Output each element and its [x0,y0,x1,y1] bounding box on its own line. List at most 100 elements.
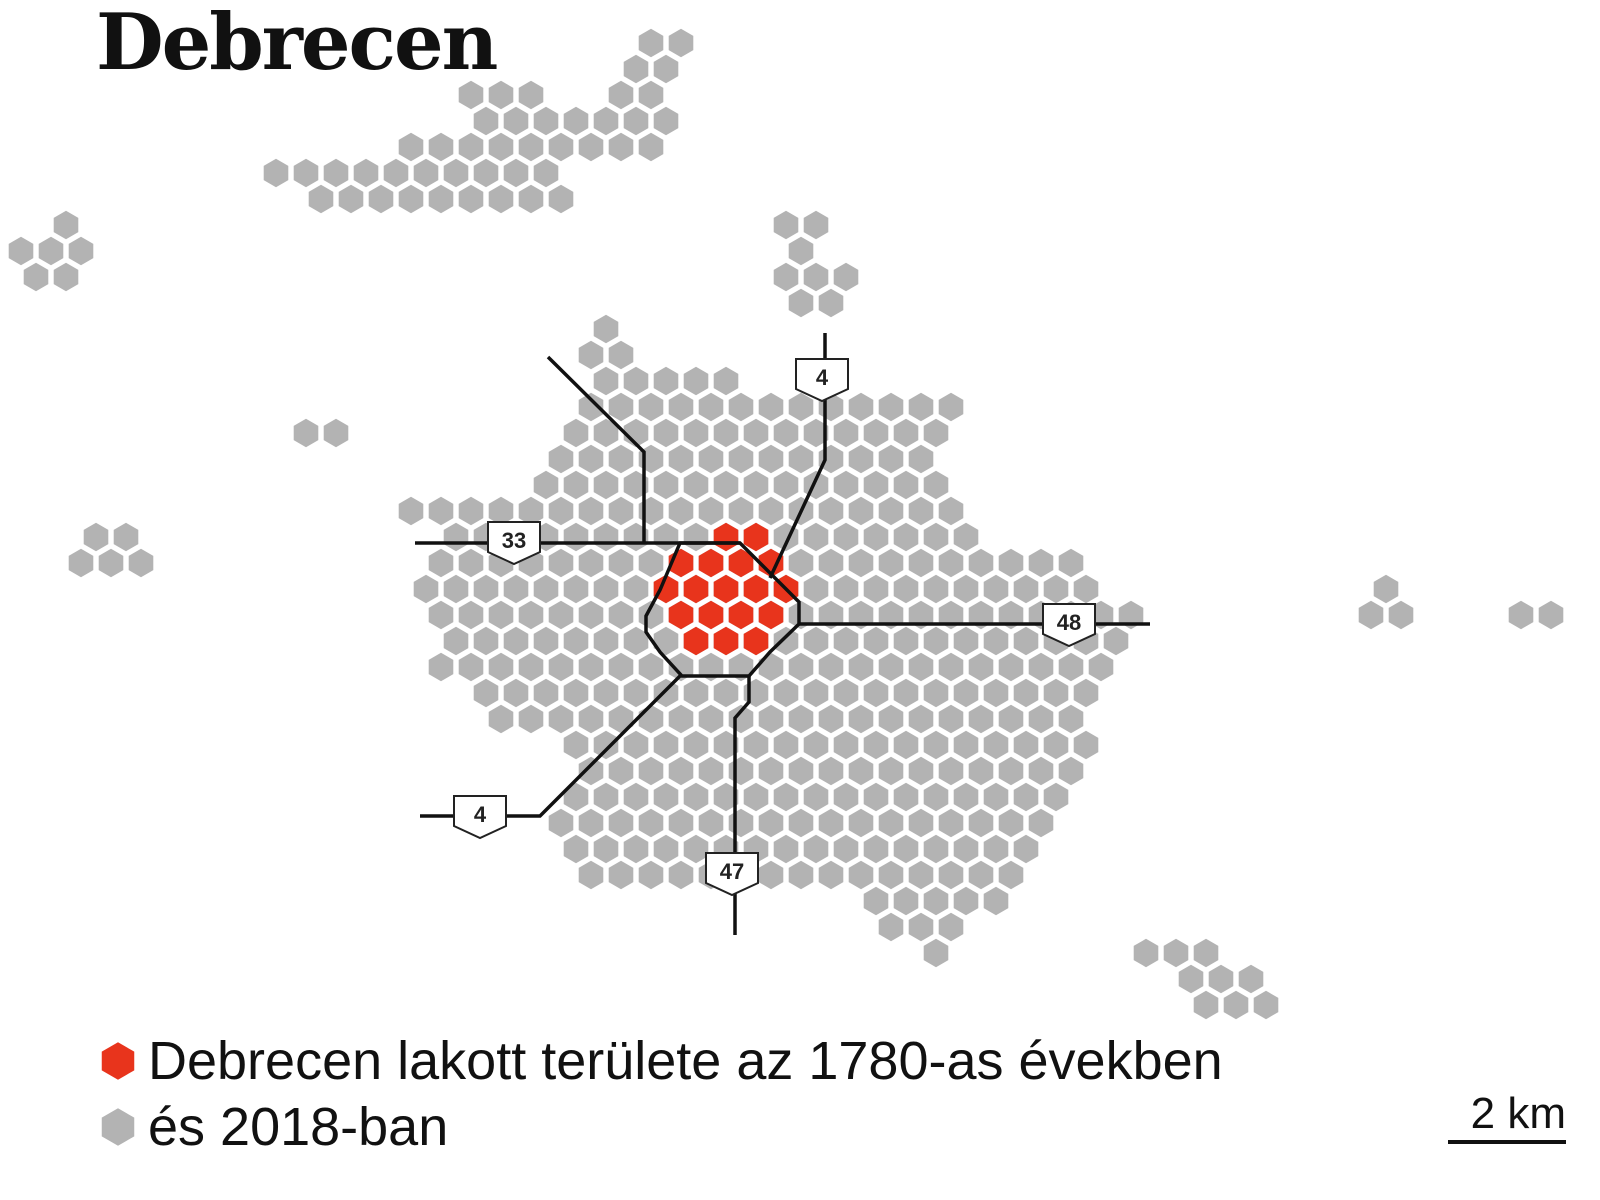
settlement-hex-2018 [968,652,994,682]
settlement-hex-2018 [1043,678,1069,708]
settlement-hex-2018 [353,158,379,188]
road-label: 4 [816,365,829,390]
settlement-hex-2018 [698,496,724,526]
road-47 [733,676,751,935]
settlement-hex-2018 [638,652,664,682]
settlement-hex-2018 [968,756,994,786]
settlement-hex-2018 [593,418,619,448]
settlement-hex-2018 [458,652,484,682]
settlement-hex-2018 [893,418,919,448]
settlement-hex-2018 [518,80,544,110]
settlement-hex-2018 [713,418,739,448]
settlement-hex-2018 [923,522,949,552]
settlement-hex-2018 [953,834,979,864]
settlement-hex-2018 [488,496,514,526]
settlement-hex-2018 [68,236,94,266]
settlement-hex-2018 [458,496,484,526]
settlement-hex-2018 [848,548,874,578]
settlement-hex-2018 [578,600,604,630]
settlement-hex-2018 [968,860,994,890]
road-label: 4 [474,802,487,827]
settlement-hex-2018 [878,860,904,890]
red-hexagon-icon [101,1042,135,1080]
settlement-hex-2018 [788,652,814,682]
settlement-hex-2018 [548,704,574,734]
settlement-hex-1780s [728,600,754,630]
settlement-hex-2018 [578,444,604,474]
settlement-hex-2018 [323,418,349,448]
settlement-hex-2018 [923,574,949,604]
settlement-hex-2018 [983,626,1009,656]
settlement-hex-2018 [788,288,814,318]
settlement-hex-2018 [608,496,634,526]
settlement-hex-2018 [863,886,889,916]
settlement-hex-2018 [713,782,739,812]
settlement-hex-2018 [893,522,919,552]
settlement-hex-2018 [398,132,424,162]
settlement-hex-2018 [938,600,964,630]
settlement-hex-2018 [683,418,709,448]
legend-label-historic: Debrecen lakott területe az 1780-as évek… [148,1031,1223,1091]
settlement-hex-2018 [608,756,634,786]
settlement-hex-2018 [713,730,739,760]
settlement-hex-2018 [893,678,919,708]
settlement-hex-2018 [788,860,814,890]
settlement-hex-2018 [983,886,1009,916]
settlement-hex-1780s [758,600,784,630]
settlement-hex-2018 [503,678,529,708]
settlement-hex-2018 [893,470,919,500]
settlement-hex-2018 [773,782,799,812]
settlement-hex-2018 [863,626,889,656]
settlement-hex-2018 [878,600,904,630]
settlement-hex-2018 [293,158,319,188]
settlement-hex-2018 [923,886,949,916]
settlement-hex-2018 [608,860,634,890]
settlement-hex-2018 [533,678,559,708]
settlement-hex-2018 [863,522,889,552]
settlement-hex-2018 [593,522,619,552]
settlement-hex-2018 [758,860,784,890]
settlement-hex-2018 [848,392,874,422]
settlement-hex-2018 [1058,756,1084,786]
settlement-hex-2018 [893,886,919,916]
settlement-hex-2018 [263,158,289,188]
settlement-hex-2018 [428,600,454,630]
settlement-hex-2018 [938,392,964,422]
settlement-hex-2018 [1058,548,1084,578]
settlement-hex-2018 [653,730,679,760]
settlement-hex-2018 [653,418,679,448]
settlement-hex-2018 [68,548,94,578]
road-northwest [546,355,646,543]
road-shield-4-southwest: 4 [453,795,507,840]
settlement-hex-2018 [653,106,679,136]
settlement-hex-2018 [668,444,694,474]
settlement-hex-2018 [668,392,694,422]
settlement-hex-2018 [728,652,754,682]
settlement-hex-2018 [53,210,79,240]
settlement-hex-2018 [623,106,649,136]
settlement-hex-2018 [563,106,589,136]
settlement-hex-2018 [803,626,829,656]
settlement-hex-2018 [803,418,829,448]
settlement-hex-2018 [833,262,859,292]
settlement-hex-2018 [758,392,784,422]
settlement-hex-2018 [758,808,784,838]
settlement-hex-2018 [983,574,1009,604]
settlement-hex-2018 [908,548,934,578]
settlement-hex-2018 [593,678,619,708]
settlement-hex-2018 [908,392,934,422]
settlement-hex-2018 [608,340,634,370]
settlement-hex-2018 [803,210,829,240]
settlement-hex-2018 [413,158,439,188]
settlement-hex-2018 [788,600,814,630]
settlement-hex-2018 [398,496,424,526]
settlement-hex-2018 [1538,600,1564,630]
settlement-hex-2018 [623,782,649,812]
settlement-hex-2018 [833,626,859,656]
settlement-hex-2018 [548,496,574,526]
settlement-hex-2018 [338,184,364,214]
settlement-hex-2018 [398,184,424,214]
hex-layer [8,28,1564,1020]
settlement-hex-2018 [923,938,949,968]
settlement-hex-2018 [998,600,1024,630]
